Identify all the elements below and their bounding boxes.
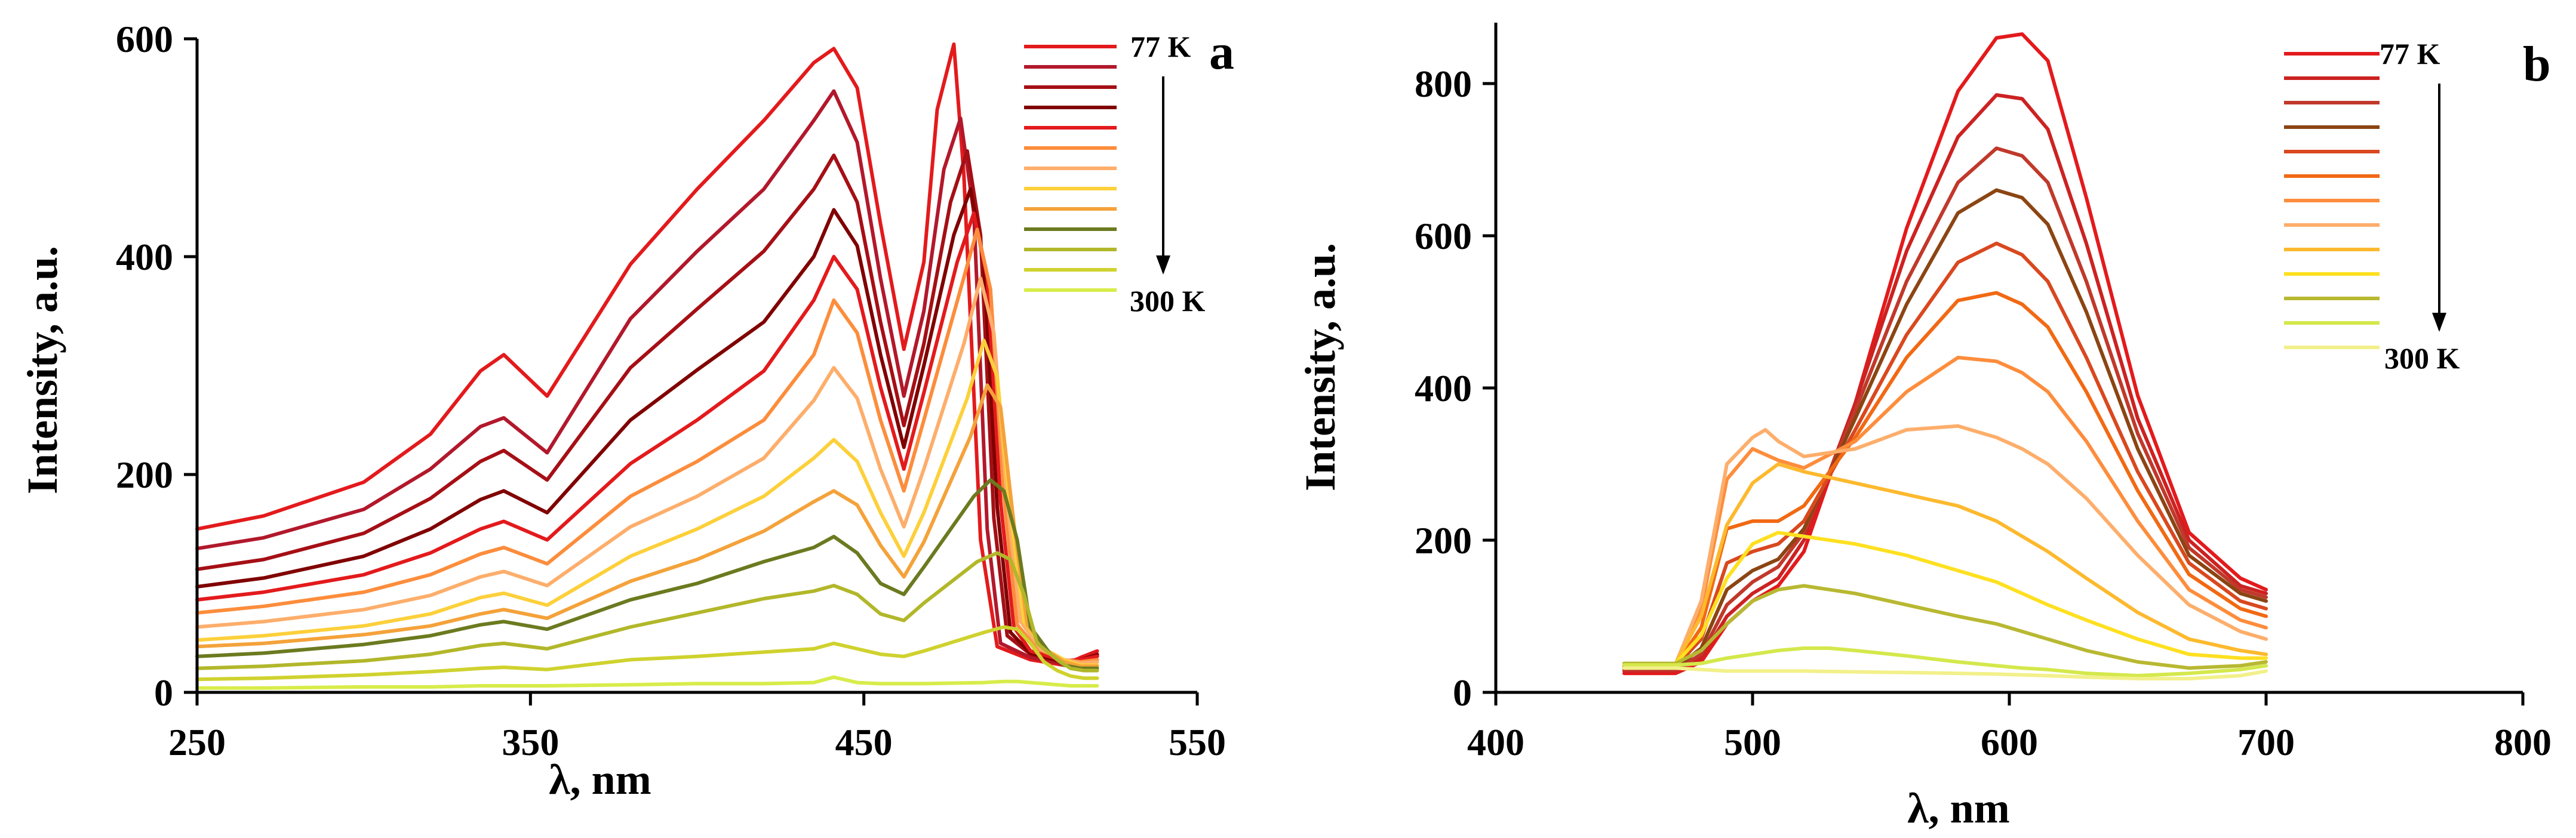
panel-a-legend-bottom-label: 300 K	[1130, 284, 1206, 318]
panel-a-y-axis: 0 200 400 600	[116, 18, 199, 714]
panel-b-y-tick-label: 400	[1415, 367, 1472, 409]
panel-a-legend: 77 K 300 K	[1024, 30, 1206, 318]
panel-a-x-axis: 250 350 450 550	[168, 691, 1226, 763]
panel-b-panel-letter: b	[2523, 36, 2551, 92]
panel-b-y-tick-label: 200	[1415, 519, 1472, 562]
panel-b-series-line-10	[1622, 531, 2268, 666]
panel-b-y-axis: 0 200 400 600 800	[1415, 23, 1498, 714]
panel-a-x-tick-label: 350	[502, 721, 559, 763]
panel-a-panel-letter: a	[1209, 24, 1234, 80]
panel-a-series-line-7	[195, 276, 1099, 665]
panel-b-y-tick-label: 0	[1453, 671, 1472, 714]
panel-b-x-tick-label: 600	[1981, 721, 2038, 763]
panel-a-series-line-10	[195, 478, 1099, 670]
panel-a-legend-arrow-head-icon	[1156, 255, 1170, 275]
panel-a-x-tick-label: 250	[168, 721, 226, 763]
panel-b-x-tick-label: 400	[1467, 721, 1524, 763]
panel-a-series-line-12	[195, 625, 1099, 682]
panel-b-series-line-13	[1622, 666, 2268, 680]
panel-a-series-line-8	[195, 338, 1099, 667]
panel-b-x-tick-label: 500	[1724, 721, 1781, 763]
panel-a-y-tick-label: 0	[154, 671, 173, 714]
panel-b-series-line-3	[1622, 146, 2268, 671]
panel-a-y-tick-label: 400	[116, 236, 173, 278]
panel-a-series-line-9	[195, 383, 1099, 668]
panel-a-series-line-11	[195, 551, 1099, 673]
panel-b-y-tick-label: 600	[1415, 215, 1472, 257]
panel-a-x-tick-label: 550	[1169, 721, 1226, 763]
panel-b-series-line-4	[1622, 188, 2268, 670]
panel-b-series-line-2	[1622, 93, 2268, 673]
panel-b-legend: 77 K 300 K	[2284, 37, 2460, 375]
panel-b-y-tick-label: 800	[1415, 63, 1472, 105]
panel-b-series-line-9	[1622, 462, 2268, 666]
panel-b-series-line-5	[1622, 241, 2268, 668]
panel-a-series-group	[195, 42, 1099, 690]
panel-b-x-axis: 400 500 600 700 800	[1467, 691, 2552, 763]
panel-b-y-axis-label: Intensity, a.u.	[1296, 243, 1344, 491]
panel-b-series-line-8	[1622, 424, 2268, 666]
panel-a-x-tick-label: 450	[835, 721, 893, 763]
panel-b-series-line-11	[1622, 584, 2268, 670]
panel-b-series-group	[1622, 32, 2268, 680]
panel-b-legend-bottom-label: 300 K	[2384, 341, 2460, 375]
panel-b-series-line-7	[1622, 356, 2268, 667]
panel-b-series-line-12	[1622, 646, 2268, 677]
panel-b-x-axis-label: λ, nm	[1907, 784, 2009, 832]
panel-a-y-axis-label: Intensity, a.u.	[19, 246, 66, 494]
panel-a-x-axis-label: λ, nm	[549, 756, 651, 803]
panel-a-series-line-6	[195, 227, 1099, 664]
panel-a-legend-top-label: 77 K	[1130, 30, 1191, 63]
panel-a-y-tick-label: 600	[116, 18, 173, 60]
panel-b-x-tick-label: 800	[2494, 721, 2552, 763]
panel-a-series-line-4	[195, 187, 1099, 664]
panel-b-x-tick-label: 700	[2237, 721, 2295, 763]
panel-b-legend-arrow-head-icon	[2432, 313, 2446, 332]
panel-a-series-line-2	[195, 89, 1099, 666]
panel-a-series-line-3	[195, 149, 1099, 665]
panel-a-series-line-13	[195, 675, 1099, 690]
panel-b-legend-top-label: 77 K	[2380, 37, 2440, 70]
panel-a-series-line-1	[195, 42, 1099, 667]
panel-a-y-tick-label: 200	[116, 454, 173, 496]
